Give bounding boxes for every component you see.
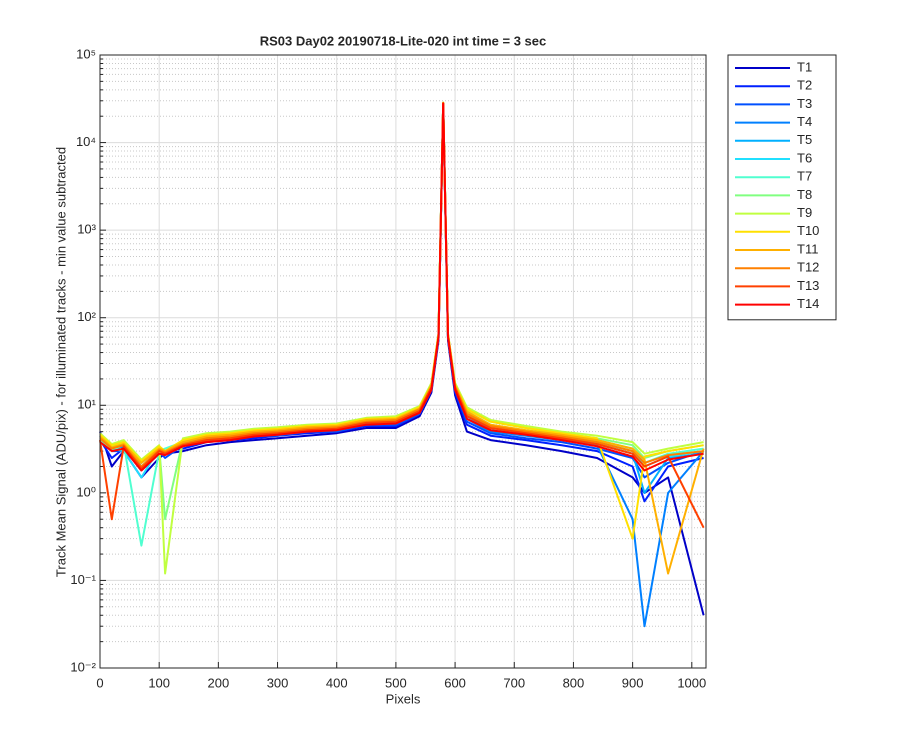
chart-title: RS03 Day02 20190718-Lite-020 int time = … — [260, 33, 547, 48]
y-tick-label: 10⁻¹ — [70, 572, 96, 587]
series-line — [99, 102, 704, 479]
x-tick-label: 300 — [267, 675, 289, 690]
legend-label: T5 — [797, 132, 812, 147]
y-tick-label: 10⁵ — [76, 46, 96, 61]
legend-label: T9 — [797, 205, 812, 220]
x-tick-label: 800 — [563, 675, 585, 690]
legend-label: T10 — [797, 223, 819, 238]
legend-label: T3 — [797, 96, 812, 111]
series-line — [99, 102, 704, 468]
y-tick-label: 10³ — [77, 222, 96, 237]
x-tick-label: 900 — [622, 675, 644, 690]
y-tick-label: 10² — [77, 309, 96, 324]
legend-label: T12 — [797, 260, 819, 275]
legend-label: T6 — [797, 150, 812, 165]
y-tick-label: 10⁰ — [76, 484, 96, 499]
x-tick-label: 400 — [326, 675, 348, 690]
y-tick-label: 10⁴ — [76, 134, 96, 149]
y-axis-label: Track Mean Signal (ADU/pix) - for illumi… — [53, 147, 68, 577]
axes-box — [99, 54, 707, 669]
y-tick-label: 10⁻² — [70, 659, 96, 674]
x-tick-label: 1000 — [677, 675, 706, 690]
x-axis-label: Pixels — [386, 691, 421, 706]
y-tick-label: 10¹ — [77, 397, 96, 412]
legend-label: T1 — [797, 59, 812, 74]
legend-box — [727, 54, 837, 321]
x-tick-label: 700 — [503, 675, 525, 690]
x-tick-label: 200 — [208, 675, 230, 690]
series-line — [99, 102, 704, 472]
legend-label: T8 — [797, 187, 812, 202]
series-line — [99, 101, 704, 575]
legend-label: T4 — [797, 114, 812, 129]
series-line — [99, 102, 705, 529]
x-tick-label: 600 — [444, 675, 466, 690]
x-tick-label: 500 — [385, 675, 407, 690]
legend-label: T11 — [797, 241, 818, 256]
plot-area — [100, 55, 706, 668]
legend-label: T13 — [797, 278, 819, 293]
legend-label: T14 — [797, 296, 819, 311]
x-tick-label: 0 — [96, 675, 103, 690]
legend-label: T7 — [797, 169, 812, 184]
legend-label: T2 — [797, 78, 812, 93]
x-tick-label: 100 — [148, 675, 170, 690]
